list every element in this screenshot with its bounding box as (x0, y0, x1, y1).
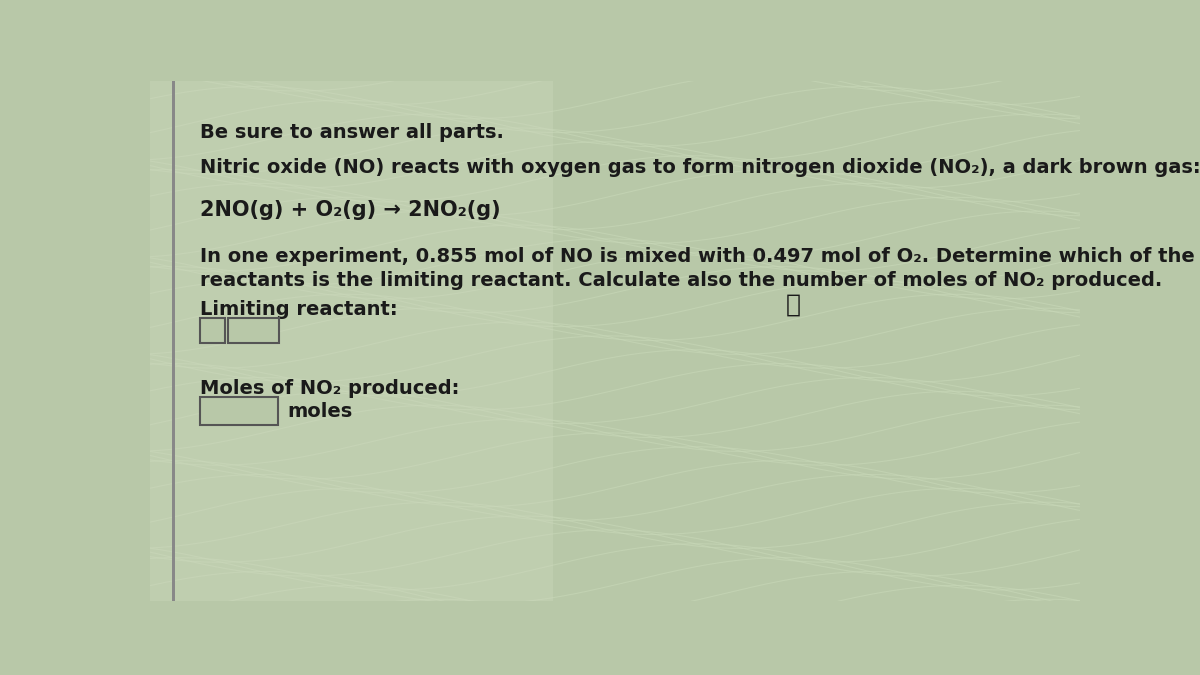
Bar (200, 318, 226, 343)
Bar (172, 81, 175, 601)
Text: Limiting reactant:: Limiting reactant: (200, 300, 398, 319)
Text: moles: moles (287, 402, 353, 421)
Bar (150, 81, 553, 601)
Text: reactants is the limiting reactant. Calculate also the number of moles of NO₂ pr: reactants is the limiting reactant. Calc… (200, 271, 1163, 290)
Text: Moles of NO₂ produced:: Moles of NO₂ produced: (200, 379, 460, 398)
Text: Be sure to answer all parts.: Be sure to answer all parts. (200, 124, 504, 142)
Text: 2NO(g) + O₂(g) → 2NO₂(g): 2NO(g) + O₂(g) → 2NO₂(g) (200, 200, 502, 220)
Text: In one experiment, 0.855 mol of NO is mixed with 0.497 mol of O₂. Determine whic: In one experiment, 0.855 mol of NO is mi… (200, 246, 1200, 265)
Text: ⮡: ⮡ (786, 293, 800, 317)
Bar (200, 398, 278, 425)
Bar (228, 318, 278, 343)
Text: Nitric oxide (NO) reacts with oxygen gas to form nitrogen dioxide (NO₂), a dark : Nitric oxide (NO) reacts with oxygen gas… (200, 158, 1200, 177)
